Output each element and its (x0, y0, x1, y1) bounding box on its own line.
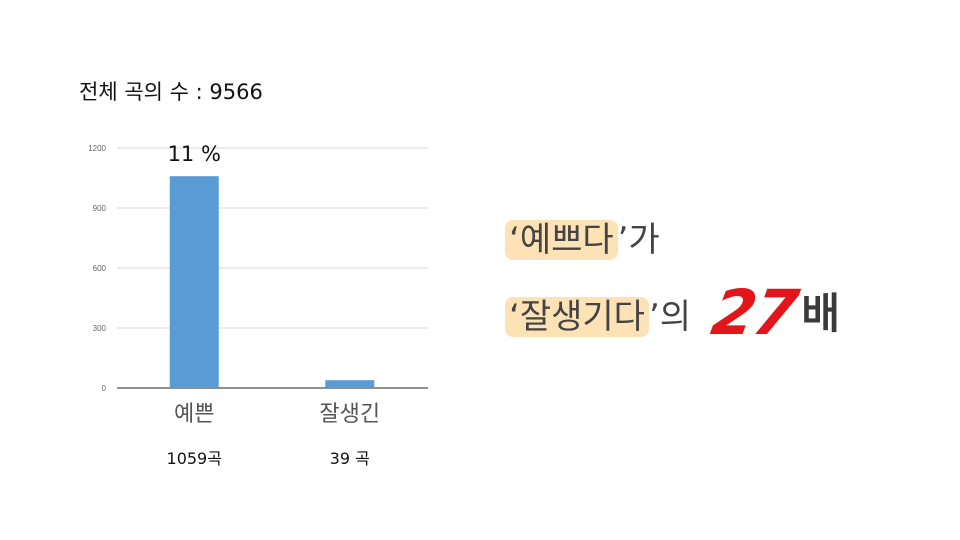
count-label: 39 곡 (330, 449, 370, 468)
callout-highlight-2: ‘잘생기다 (505, 297, 649, 337)
callout-line-2: ‘잘생기다 ’의 27배 (505, 276, 840, 349)
bar (169, 176, 219, 388)
callout-highlight-1: ‘예쁘다 (505, 220, 618, 260)
count-label: 1059곡 (167, 449, 222, 468)
close-quote: ’ (648, 297, 660, 337)
open-quote: ‘ (509, 220, 520, 260)
y-tick-label: 600 (93, 264, 107, 273)
callout-suffix-1: 가 (628, 220, 660, 260)
callout-line-1: ‘예쁘다 ’가 (505, 212, 660, 261)
open-quote: ‘ (509, 297, 520, 337)
y-tick-label: 0 (102, 384, 107, 393)
chart-title: 전체 곡의 수 : 9566 (79, 80, 263, 104)
percent-annotation: 11 % (168, 142, 221, 166)
callout-word-1: 예쁘다 (519, 220, 614, 260)
y-tick-label: 300 (93, 324, 107, 333)
callout-word-2: 잘생기다 (519, 297, 645, 337)
close-quote: ’ (617, 220, 629, 260)
y-tick-label: 900 (93, 204, 107, 213)
x-category-label: 예쁜 (174, 402, 214, 427)
ratio-unit: 배 (801, 289, 840, 338)
bar (325, 380, 375, 388)
ratio-number: 27 (706, 276, 802, 349)
y-tick-label: 1200 (88, 144, 106, 153)
callout-suffix-2: 의 (659, 297, 692, 337)
x-category-label: 잘생긴 (319, 402, 380, 427)
